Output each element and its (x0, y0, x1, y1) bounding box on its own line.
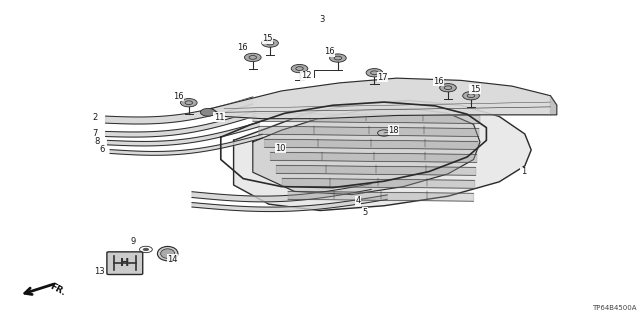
Circle shape (262, 39, 278, 47)
Text: 2: 2 (92, 113, 97, 122)
Text: 11: 11 (214, 113, 224, 122)
Text: 17: 17 (378, 73, 388, 82)
Polygon shape (253, 113, 480, 123)
Text: 16: 16 (433, 77, 444, 86)
Circle shape (143, 248, 149, 251)
Circle shape (330, 54, 346, 62)
Text: 3: 3 (319, 15, 324, 24)
Text: 16: 16 (237, 43, 247, 52)
Circle shape (440, 84, 456, 92)
Text: 4: 4 (356, 197, 361, 205)
FancyBboxPatch shape (107, 252, 143, 274)
Text: 5: 5 (362, 208, 367, 217)
Polygon shape (271, 152, 477, 162)
Polygon shape (253, 108, 480, 195)
Text: 13: 13 (94, 267, 104, 276)
Polygon shape (276, 165, 476, 175)
Circle shape (366, 69, 383, 77)
Circle shape (463, 92, 479, 100)
Polygon shape (211, 78, 557, 119)
Polygon shape (110, 134, 262, 155)
Text: 10: 10 (275, 144, 285, 153)
Text: 15: 15 (262, 34, 273, 43)
Ellipse shape (157, 247, 178, 261)
Polygon shape (192, 184, 371, 202)
Polygon shape (106, 111, 256, 137)
Polygon shape (288, 191, 474, 201)
Ellipse shape (161, 249, 175, 258)
Polygon shape (106, 97, 253, 124)
Circle shape (291, 64, 308, 73)
Text: 14: 14 (168, 255, 178, 263)
Polygon shape (550, 96, 557, 115)
Text: 16: 16 (173, 92, 183, 101)
Text: 12: 12 (301, 71, 311, 80)
Polygon shape (192, 195, 387, 211)
Polygon shape (234, 100, 531, 211)
Circle shape (200, 108, 216, 116)
Text: TP64B4500A: TP64B4500A (592, 305, 637, 311)
Text: 15: 15 (470, 85, 480, 94)
Circle shape (180, 99, 197, 107)
Text: 18: 18 (388, 126, 399, 135)
Text: FR.: FR. (48, 282, 67, 298)
Polygon shape (282, 178, 475, 188)
Text: 9: 9 (131, 237, 136, 246)
Circle shape (244, 53, 261, 62)
Text: H: H (120, 258, 129, 268)
Text: 1: 1 (521, 167, 526, 176)
Polygon shape (108, 122, 259, 146)
Text: 16: 16 (324, 47, 335, 56)
Polygon shape (259, 126, 479, 137)
Text: 7: 7 (92, 129, 97, 138)
Text: 8: 8 (95, 137, 100, 146)
Text: 6: 6 (100, 145, 105, 154)
Polygon shape (264, 139, 478, 149)
